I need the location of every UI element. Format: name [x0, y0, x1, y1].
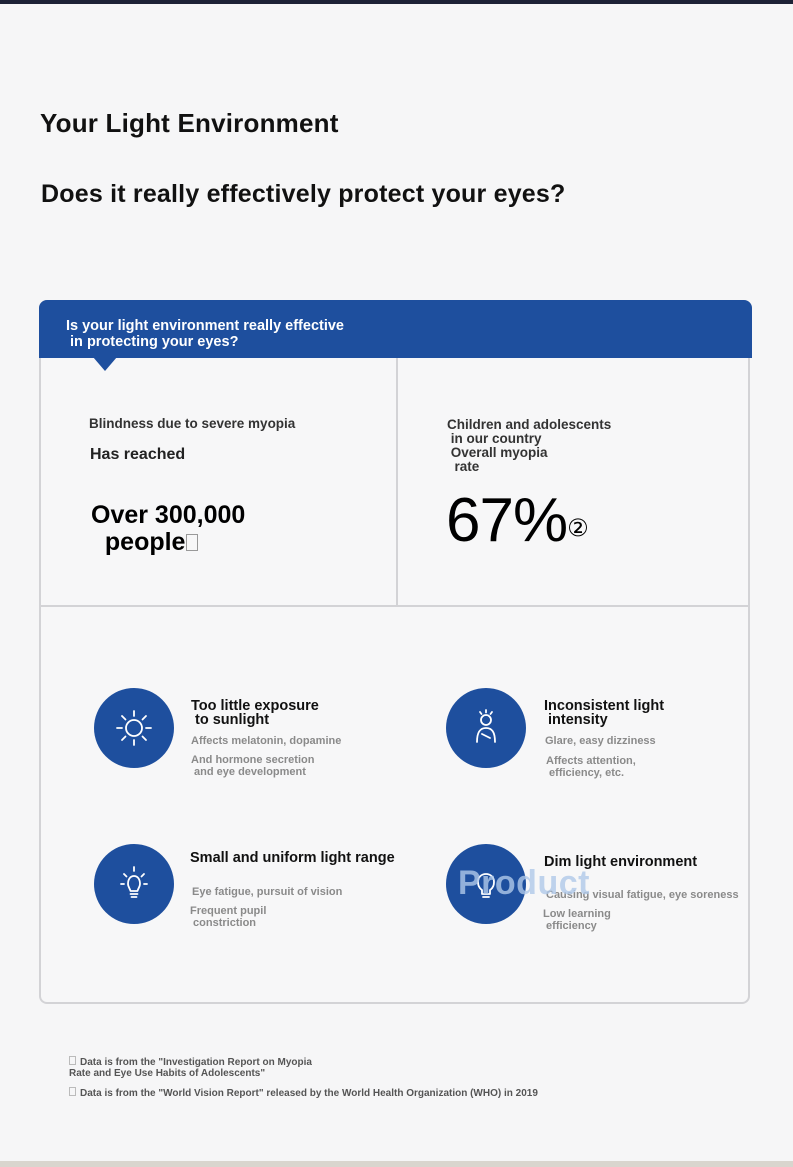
bottom-border — [0, 1161, 793, 1167]
footnote-1-text: Data is from the "Investigation Report o… — [69, 1057, 312, 1079]
stat-blindness-value: Over 300,000 people — [91, 502, 245, 556]
footnote-marker — [69, 1087, 76, 1096]
stat-myopia-label: Children and adolescents in our country … — [447, 417, 612, 474]
feature-intensity-desc1: Glare, easy dizziness — [545, 735, 656, 747]
stat-myopia-percent: 67% — [446, 486, 568, 555]
person-light-icon — [476, 709, 496, 743]
feature-range-title: Small and uniform light range — [190, 850, 395, 866]
stats-divider-vertical — [396, 358, 398, 606]
feature-sunlight-desc1: Affects melatonin, dopamine — [191, 735, 342, 747]
stat-blindness-sub: Has reached — [90, 446, 186, 463]
placeholder-glyph — [186, 534, 199, 551]
banner-question: Is your light environment really effecti… — [66, 318, 344, 350]
light-bulb-icon — [120, 866, 148, 898]
footnote-marker — [69, 1056, 76, 1065]
footnote-2: Data is from the "World Vision Report" r… — [69, 1087, 538, 1100]
banner-pointer — [93, 357, 117, 371]
stats-divider-horizontal — [41, 605, 750, 607]
feature-intensity-desc2: Affects attention, efficiency, etc. — [546, 755, 636, 779]
sun-icon — [116, 710, 152, 746]
feature-dim-icon-circle — [446, 844, 526, 924]
feature-range-desc2: Frequent pupil constriction — [190, 905, 267, 929]
footnote-2-text: Data is from the "World Vision Report" r… — [80, 1088, 538, 1099]
feature-intensity-title: Inconsistent light intensity — [544, 698, 665, 728]
stat-blindness-value-text: Over 300,000 people — [91, 501, 246, 556]
feature-dim-title: Dim light environment — [544, 854, 698, 870]
stat-myopia-value: 67%② — [446, 486, 589, 556]
feature-sunlight-title: Too little exposure to sunlight — [191, 698, 319, 728]
page-subtitle: Does it really effectively protect your … — [41, 180, 566, 208]
product-watermark: Product — [458, 864, 590, 902]
feature-range-icon-circle — [94, 844, 174, 924]
feature-intensity-icon-circle — [446, 688, 526, 768]
feature-sunlight-icon-circle — [94, 688, 174, 768]
feature-sunlight-desc2: And hormone secretion and eye developmen… — [191, 754, 315, 778]
feature-range-desc1: Eye fatigue, pursuit of vision — [192, 886, 343, 898]
footnote-1: Data is from the "Investigation Report o… — [69, 1056, 312, 1079]
dim-light-icon — [477, 873, 495, 898]
feature-dim-desc1: Causing visual fatigue, eye soreness — [546, 889, 739, 901]
stat-blindness-label: Blindness due to severe myopia — [89, 416, 296, 431]
page-title: Your Light Environment — [40, 108, 339, 138]
feature-dim-desc2: Low learning efficiency — [543, 908, 611, 932]
card-banner — [39, 300, 752, 358]
top-border — [0, 0, 793, 4]
stat-myopia-ref: ② — [567, 515, 589, 542]
